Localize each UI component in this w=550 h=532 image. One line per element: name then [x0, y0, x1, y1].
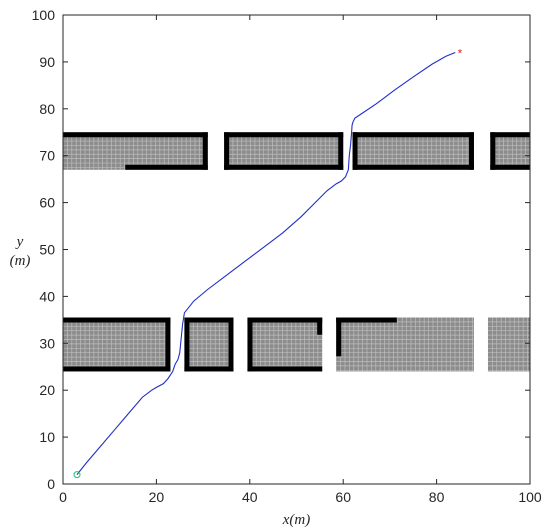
- y-tick-label: 90: [39, 54, 55, 70]
- y-tick-label: 10: [39, 429, 55, 445]
- obstacle-wall-left: [184, 317, 190, 372]
- y-tick-label: 60: [39, 195, 55, 211]
- obstacle-wall-top: [63, 132, 208, 138]
- x-tick-label: 20: [149, 489, 165, 505]
- obstacle-wall-top: [224, 132, 344, 138]
- obstacle-wall-right: [338, 132, 344, 170]
- obstacle-wall-bottom: [490, 164, 530, 170]
- obstacle-wall-right: [468, 132, 474, 170]
- x-axis-label: x(m): [282, 512, 310, 528]
- obstacle-block-6: [184, 317, 234, 372]
- obstacle-wall-left: [352, 132, 358, 170]
- y-tick-label: 80: [39, 101, 55, 117]
- obstacle-fill: [224, 132, 344, 170]
- start-marker: [73, 471, 81, 479]
- path-line: [76, 52, 456, 475]
- obstacle-wall-top: [490, 132, 530, 138]
- y-tick-label: 30: [39, 335, 55, 351]
- obstacle-wall-left: [490, 132, 496, 170]
- obstacle-wall-left: [224, 132, 230, 170]
- obstacle-block-5: [63, 317, 171, 372]
- obstacle-wall-right: [202, 132, 208, 170]
- obstacle-block-8: [336, 317, 474, 372]
- obstacle-fill: [490, 132, 530, 170]
- obstacle-fill: [184, 317, 234, 372]
- obstacle-wall-top: [247, 317, 323, 323]
- goal-marker: *: [458, 47, 463, 61]
- y-tick-label: 50: [39, 242, 55, 258]
- x-tick-label: 100: [518, 489, 542, 505]
- obstacle-fill: [247, 317, 323, 372]
- y-tick-label: 40: [39, 288, 55, 304]
- obstacle-wall-right: [165, 317, 171, 372]
- y-axis-label-bottom: (m): [10, 253, 31, 269]
- y-tick-label: 0: [47, 476, 55, 492]
- obstacle-wall-bottom: [352, 164, 474, 170]
- obstacle-wall-top: [184, 317, 234, 323]
- y-tick-label: 100: [32, 7, 56, 23]
- obstacle-wall-right: [317, 317, 323, 335]
- obstacle-wall-bottom: [247, 366, 323, 372]
- obstacle-wall-bottom: [63, 366, 171, 372]
- ticks-layer: 0 20 40 60 80 100 0 10 20 30 40 50 60 70 80 90 100: [32, 7, 542, 505]
- obstacle-fill: [63, 132, 208, 170]
- obstacle-block-9: [487, 317, 530, 372]
- x-tick-label: 0: [59, 489, 67, 505]
- obstacle-fill: [336, 317, 474, 372]
- y-tick-label: 70: [39, 148, 55, 164]
- x-tick-label: 80: [429, 489, 445, 505]
- obstacle-wall-top: [336, 317, 397, 323]
- x-tick-label: 60: [335, 489, 351, 505]
- y-axis-label-top: y: [15, 234, 24, 250]
- obstacle-grid: [487, 317, 530, 372]
- obstacle-block-2: [224, 132, 344, 170]
- obstacle-wall-top: [352, 132, 474, 138]
- obstacle-wall-left: [336, 317, 342, 357]
- obstacle-fill: [352, 132, 474, 170]
- obstacle-wall-top: [63, 317, 171, 323]
- obstacle-block-4: [490, 132, 531, 170]
- obstacle-fill: [487, 317, 530, 372]
- obstacle-wall-left: [247, 317, 253, 372]
- obstacle-block-1: [63, 132, 208, 170]
- obstacles-layer: [63, 132, 531, 372]
- obstacle-wall-bottom: [125, 164, 208, 170]
- obstacle-block-3: [352, 132, 474, 170]
- obstacle-wall-bottom: [224, 164, 344, 170]
- x-tick-label: 40: [242, 489, 258, 505]
- obstacle-wall-bottom: [184, 366, 234, 372]
- obstacle-block-7: [247, 317, 323, 372]
- obstacle-fill: [63, 317, 171, 372]
- obstacle-wall-right: [228, 317, 234, 372]
- axes-box: [62, 14, 531, 485]
- y-tick-label: 20: [39, 382, 55, 398]
